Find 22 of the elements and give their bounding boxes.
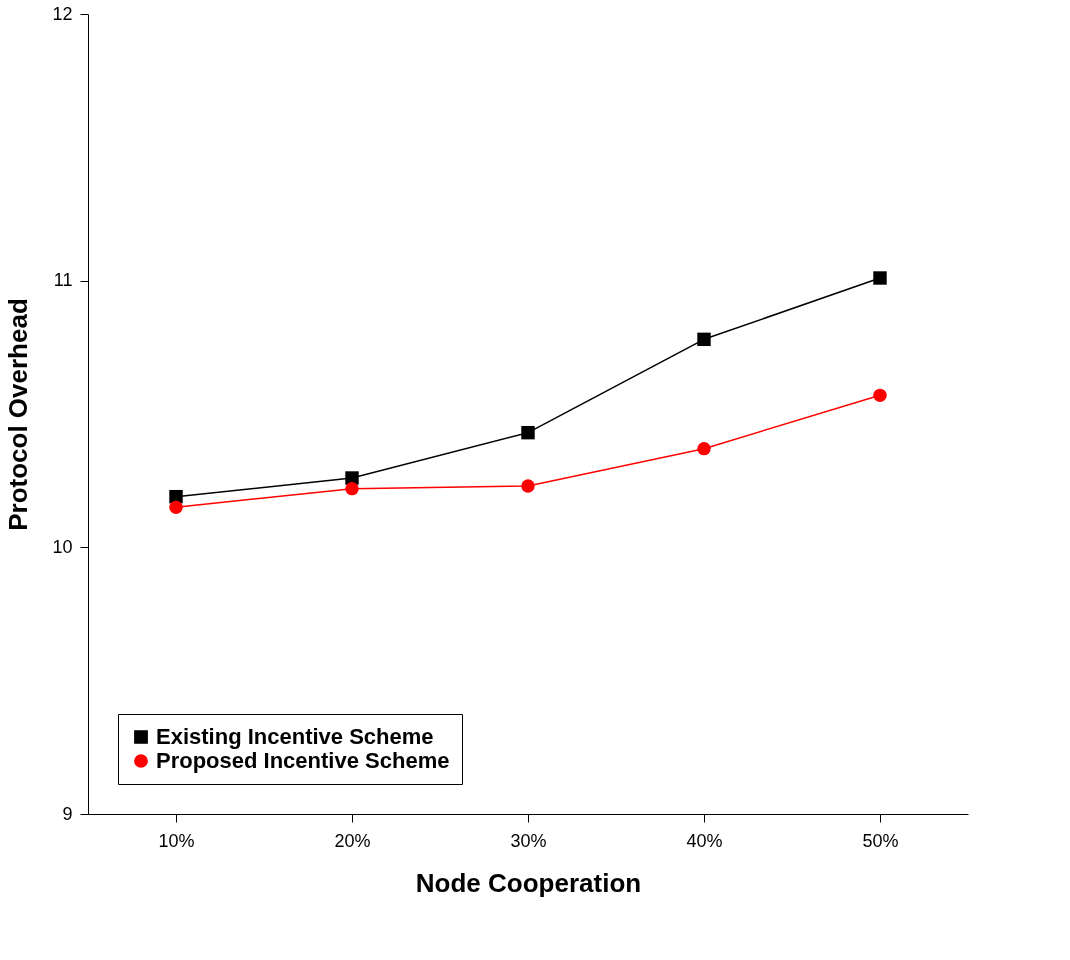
point bbox=[521, 479, 535, 493]
legend-label: Proposed Incentive Scheme bbox=[156, 748, 450, 773]
point bbox=[345, 481, 359, 496]
point bbox=[169, 500, 183, 515]
y-tick-label: 9 bbox=[62, 803, 73, 824]
x-axis-title: Node Cooperation bbox=[415, 867, 642, 898]
x-tick-label: 40% bbox=[686, 830, 723, 851]
y-axis-title: Protocol Overhead bbox=[3, 298, 34, 531]
point bbox=[697, 332, 711, 347]
point bbox=[873, 388, 887, 403]
y-tick-label: 11 bbox=[53, 270, 73, 291]
x-tick-label: 10% bbox=[158, 830, 195, 851]
x-tick-label: 50% bbox=[862, 830, 899, 851]
point bbox=[521, 425, 535, 440]
legend-label: Existing Incentive Scheme bbox=[156, 724, 434, 749]
x-tick-label: 30% bbox=[510, 830, 547, 851]
point bbox=[873, 271, 887, 285]
point bbox=[697, 441, 711, 456]
x-tick-label: 20% bbox=[334, 830, 371, 851]
y-tick-label: 12 bbox=[52, 3, 73, 24]
y-tick-label: 10 bbox=[52, 536, 73, 557]
point bbox=[169, 489, 183, 504]
